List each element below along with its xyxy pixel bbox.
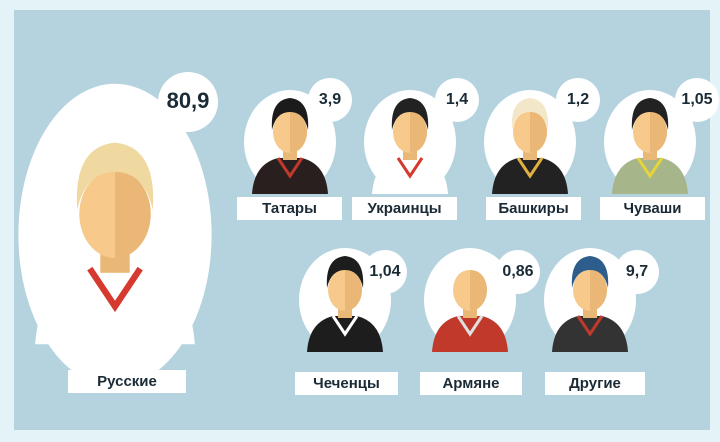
- name-label: Чуваши: [624, 200, 682, 217]
- name-label: Башкиры: [498, 200, 568, 217]
- value-label: 1,05: [681, 91, 712, 108]
- value-label: 9,7: [626, 263, 648, 280]
- name-label: Чеченцы: [313, 375, 380, 392]
- name-label: Татары: [262, 200, 317, 217]
- value-label: 1,2: [567, 91, 589, 108]
- value-label: 0,86: [502, 263, 533, 280]
- value-label: 1,04: [369, 263, 400, 280]
- name-label: Украинцы: [367, 200, 441, 217]
- infographic: 80,9 Русские 3,9 Татары 1,4 Украинцы 1,2 Башкир…: [0, 0, 720, 442]
- name-label: Русские: [97, 373, 157, 390]
- value-label: 3,9: [319, 91, 341, 108]
- name-label: Армяне: [442, 375, 499, 392]
- value-label: 1,4: [446, 91, 468, 108]
- value-label: 80,9: [167, 88, 210, 113]
- name-label: Другие: [569, 375, 621, 392]
